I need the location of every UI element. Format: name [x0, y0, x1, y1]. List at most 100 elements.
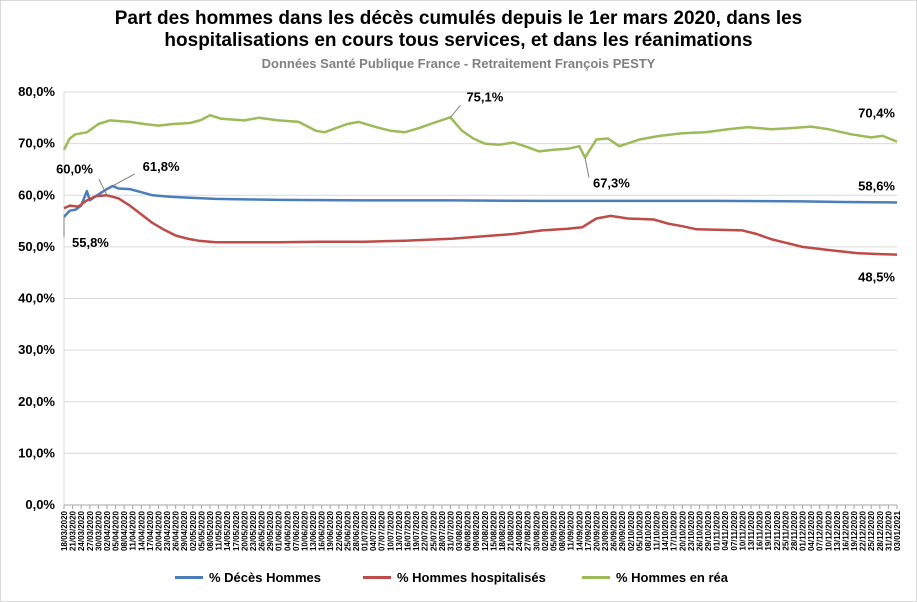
- x-tick-label: 04/07/2020: [369, 510, 378, 551]
- x-tick-label: 07/12/2020: [816, 510, 825, 551]
- y-tick-label: 60,0%: [18, 187, 55, 202]
- x-tick-label: 02/04/2020: [103, 510, 112, 551]
- data-label: 67,3%: [593, 176, 630, 191]
- legend-label-hospitalises: % Hommes hospitalisés: [397, 569, 546, 585]
- x-tick-label: 20/10/2020: [678, 510, 687, 551]
- x-tick-label: 02/10/2020: [627, 510, 636, 551]
- annotation-leader: [450, 104, 461, 118]
- x-tick-label: 09/08/2020: [472, 510, 481, 551]
- x-tick-label: 12/08/2020: [481, 510, 490, 551]
- x-tick-label: 16/11/2020: [756, 510, 765, 550]
- x-tick-label: 17/10/2020: [670, 510, 679, 551]
- x-tick-label: 24/03/2020: [77, 510, 86, 551]
- data-label: 60,0%: [56, 161, 93, 176]
- x-tick-label: 22/06/2020: [335, 510, 344, 551]
- x-tick-label: 26/10/2020: [696, 510, 705, 551]
- x-tick-label: 08/04/2020: [120, 510, 129, 551]
- x-tick-label: 23/09/2020: [601, 510, 610, 551]
- y-tick-label: 0,0%: [25, 497, 55, 512]
- x-tick-label: 19/06/2020: [326, 510, 335, 551]
- legend-swatch-rea: [582, 575, 610, 579]
- x-tick-label: 20/09/2020: [592, 510, 601, 551]
- x-tick-label: 04/12/2020: [807, 510, 816, 551]
- x-tick-label: 13/06/2020: [309, 510, 318, 551]
- x-tick-label: 17/05/2020: [232, 510, 241, 551]
- x-tick-label: 05/09/2020: [550, 510, 559, 551]
- x-tick-label: 27/03/2020: [86, 510, 95, 551]
- x-tick-label: 08/09/2020: [558, 510, 567, 551]
- x-tick-label: 16/12/2020: [842, 510, 851, 551]
- data-label: 70,4%: [858, 106, 895, 121]
- y-tick-label: 30,0%: [18, 342, 55, 357]
- axes: [63, 92, 898, 509]
- x-tick-label: 30/08/2020: [532, 510, 541, 551]
- x-tick-label: 30/03/2020: [94, 510, 103, 551]
- annotation-leader: [112, 173, 135, 187]
- x-tick-label: 14/04/2020: [137, 510, 146, 551]
- x-tick-label: 27/08/2020: [524, 510, 533, 551]
- x-tick-label: 29/05/2020: [266, 510, 275, 551]
- x-tick-label: 07/06/2020: [292, 510, 301, 551]
- x-tick-label: 01/11/2020: [713, 510, 722, 550]
- legend-label-rea: % Hommes en réa: [616, 569, 728, 585]
- data-label: 48,5%: [858, 270, 895, 285]
- x-tick-label: 26/04/2020: [172, 510, 181, 551]
- x-tick-label: 04/11/2020: [721, 510, 730, 550]
- x-tick-label: 10/11/2020: [738, 510, 747, 550]
- x-tick-label: 11/10/2020: [653, 510, 662, 550]
- x-tick-label: 17/04/2020: [146, 510, 155, 551]
- x-tick-label: 18/03/2020: [60, 510, 69, 551]
- x-axis-tick-labels: 18/03/2020 21/03/2020 24/03/2020 27/03/2020…: [60, 510, 902, 551]
- x-tick-label: 08/05/2020: [206, 510, 215, 551]
- chart-title-line-1: Part des hommes dans les décès cumulés d…: [114, 8, 803, 29]
- x-tick-label: 05/05/2020: [197, 510, 206, 551]
- legend-swatch-hospitalises: [363, 575, 391, 579]
- x-tick-label: 22/11/2020: [773, 510, 782, 550]
- x-tick-label: 23/05/2020: [249, 510, 258, 551]
- chart-title: Part des hommes dans les décès cumulés d…: [0, 8, 917, 52]
- y-axis-tick-labels: 0,0% 10,0% 20,0% 30,0% 40,0% 50,0% 60,0% 70,0% 8…: [18, 84, 55, 512]
- legend-item-hospitalises: % Hommes hospitalisés: [363, 568, 546, 586]
- x-tick-label: 31/12/2020: [884, 510, 893, 551]
- x-tick-label: 16/07/2020: [404, 510, 413, 551]
- x-tick-label: 22/07/2020: [421, 510, 430, 551]
- x-tick-label: 24/08/2020: [515, 510, 524, 551]
- x-tick-label: 03/08/2020: [455, 510, 464, 551]
- series-lines: [62, 113, 898, 256]
- x-tick-label: 25/07/2020: [429, 510, 438, 551]
- y-tick-label: 20,0%: [18, 394, 55, 409]
- x-tick-label: 10/07/2020: [386, 510, 395, 551]
- x-tick-label: 21/03/2020: [69, 510, 78, 551]
- x-tick-label: 25/11/2020: [781, 510, 790, 550]
- y-tick-label: 10,0%: [18, 445, 55, 460]
- data-label: 61,8%: [143, 159, 180, 174]
- x-tick-label: 29/04/2020: [180, 510, 189, 551]
- x-tick-label: 02/05/2020: [189, 510, 198, 551]
- x-tick-label: 11/04/2020: [129, 510, 138, 550]
- x-tick-label: 26/09/2020: [610, 510, 619, 551]
- x-tick-label: 20/05/2020: [240, 510, 249, 551]
- series-line-3: [62, 113, 898, 159]
- y-tick-label: 70,0%: [18, 136, 55, 151]
- x-tick-label: 28/06/2020: [352, 510, 361, 551]
- annotation-leader: [584, 157, 590, 178]
- x-tick-label: 14/05/2020: [223, 510, 232, 551]
- x-tick-label: 11/05/2020: [215, 510, 224, 550]
- x-tick-label: 11/09/2020: [567, 510, 576, 550]
- legend-swatch-deces: [175, 575, 203, 579]
- x-tick-label: 05/04/2020: [112, 510, 121, 551]
- series-line-2: [63, 194, 898, 256]
- x-tick-label: 13/07/2020: [395, 510, 404, 551]
- x-tick-label: 08/10/2020: [644, 510, 653, 551]
- data-annotations: 55,8% 60,0% 61,8% 75,1% 67,3% 70,4% 58,6% 48,5%: [56, 89, 895, 284]
- data-label: 58,6%: [858, 178, 895, 193]
- data-label: 75,1%: [466, 89, 503, 104]
- x-tick-label: 05/10/2020: [635, 510, 644, 551]
- legend-item-deces: % Décès Hommes: [175, 568, 321, 586]
- x-tick-label: 15/08/2020: [489, 510, 498, 551]
- x-tick-label: 23/10/2020: [687, 510, 696, 551]
- x-tick-label: 22/12/2020: [859, 510, 868, 551]
- x-tick-label: 19/12/2020: [850, 510, 859, 551]
- y-tick-label: 50,0%: [18, 239, 55, 254]
